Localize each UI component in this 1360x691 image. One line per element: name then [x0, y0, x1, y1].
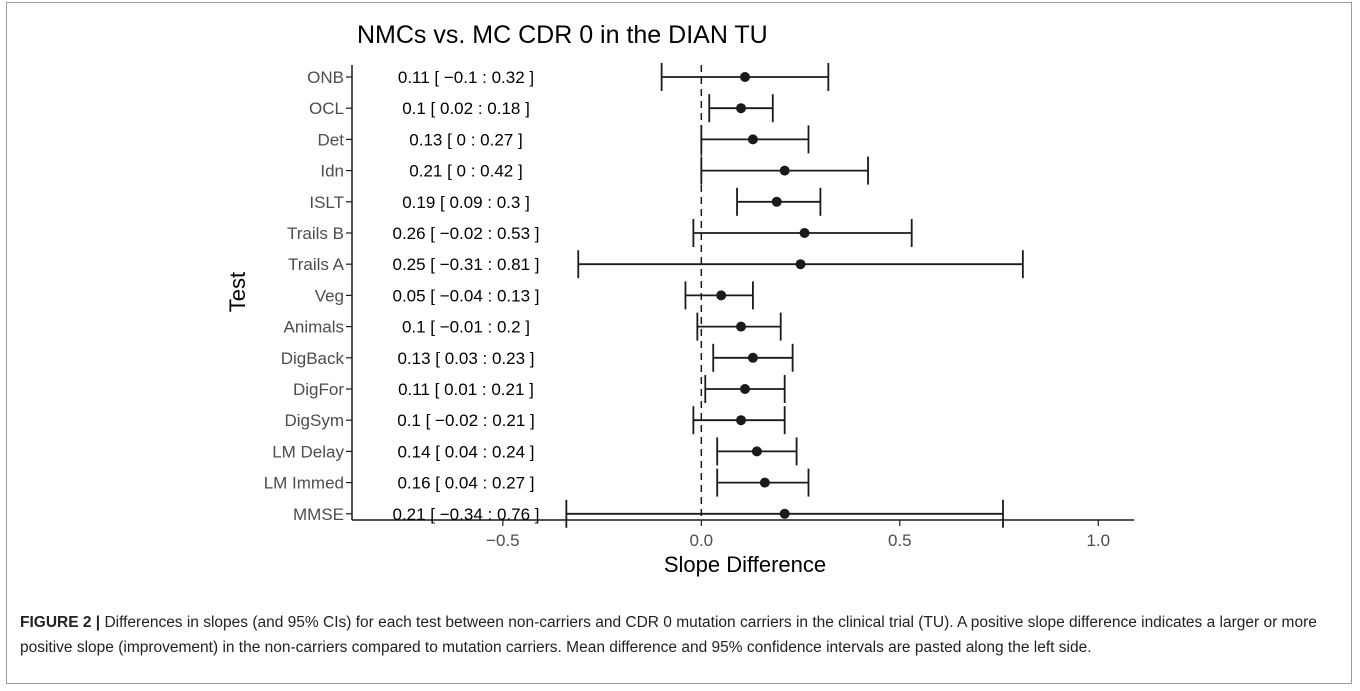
y-tick-label: Det	[318, 130, 345, 149]
y-tick-label: DigBack	[281, 349, 345, 368]
ci-annotation: 0.21 [ 0 : 0.42 ]	[409, 162, 522, 181]
ci-annotation: 0.19 [ 0.09 : 0.3 ]	[402, 193, 530, 212]
estimate-point	[759, 477, 770, 488]
forest-plot: NMCs vs. MC CDR 0 in the DIAN TU Test Sl…	[225, 21, 1134, 577]
y-tick-label: OCL	[309, 99, 344, 118]
ci-annotation: 0.16 [ 0.04 : 0.27 ]	[397, 474, 534, 493]
x-tick-label: 0.0	[689, 531, 713, 550]
figure-caption: FIGURE 2 | Differences in slopes (and 95…	[20, 610, 1340, 660]
figure-frame	[6, 2, 1352, 684]
estimate-point	[751, 446, 762, 457]
estimate-point	[799, 228, 810, 238]
ci-annotation: 0.1 [ −0.01 : 0.2 ]	[402, 318, 530, 337]
estimate-point	[771, 196, 782, 207]
estimate-point	[739, 72, 750, 82]
estimate-point	[736, 321, 747, 332]
ci-annotation: 0.11 [ 0.01 : 0.21 ]	[398, 380, 534, 399]
y-tick-label: MMSE	[293, 505, 344, 524]
y-tick-label: Animals	[284, 318, 344, 337]
estimate-point	[736, 415, 747, 426]
ci-annotation: 0.26 [ −0.02 : 0.53 ]	[393, 224, 540, 243]
estimate-point	[739, 384, 750, 394]
estimate-point	[716, 290, 727, 301]
y-tick-label: LM Delay	[272, 442, 344, 461]
caption-label: FIGURE 2 |	[20, 614, 101, 631]
y-tick-label: Idn	[320, 162, 344, 181]
ci-annotation: 0.21 [ −0.34 : 0.76 ]	[393, 505, 540, 524]
x-tick-label: 0.5	[888, 531, 912, 550]
estimate-point	[779, 508, 790, 519]
estimate-point	[736, 103, 747, 114]
y-tick-label: LM Immed	[264, 474, 344, 493]
estimate-point	[795, 259, 806, 270]
chart-title: NMCs vs. MC CDR 0 in the DIAN TU	[357, 21, 768, 49]
estimate-point	[747, 352, 758, 363]
y-tick-label: ONB	[307, 68, 344, 87]
ci-annotation: 0.1 [ 0.02 : 0.18 ]	[402, 99, 530, 118]
ci-annotation: 0.25 [ −0.31 : 0.81 ]	[393, 255, 540, 274]
x-tick-label: 1.0	[1086, 531, 1110, 550]
x-tick-label: −0.5	[486, 531, 520, 550]
y-tick-label: DigFor	[293, 380, 344, 399]
y-tick-label: Trails B	[287, 224, 344, 243]
ci-annotation: 0.11 [ −0.1 : 0.32 ]	[398, 68, 534, 87]
y-axis-title: Test	[225, 272, 250, 312]
ci-annotation: 0.05 [ −0.04 : 0.13 ]	[393, 286, 540, 305]
ci-annotation: 0.1 [ −0.02 : 0.21 ]	[397, 411, 535, 430]
y-tick-label: Trails A	[288, 255, 345, 274]
estimate-point	[779, 165, 790, 176]
x-axis-title: Slope Difference	[664, 552, 826, 577]
y-tick-label: Veg	[315, 286, 344, 305]
y-tick-label: ISLT	[309, 193, 344, 212]
ci-annotation: 0.13 [ 0.03 : 0.23 ]	[397, 349, 534, 368]
y-tick-label: DigSym	[284, 411, 344, 430]
chart-marks: −0.5 0.0 0.5 1.0 ONB 0.11 [ −0.1 : 0.32 ] OCL 0…	[264, 63, 1134, 550]
caption-text: Differences in slopes (and 95% CIs) for …	[20, 614, 1317, 656]
ci-annotation: 0.14 [ 0.04 : 0.24 ]	[397, 442, 534, 461]
estimate-point	[747, 134, 758, 145]
ci-annotation: 0.13 [ 0 : 0.27 ]	[409, 130, 522, 149]
